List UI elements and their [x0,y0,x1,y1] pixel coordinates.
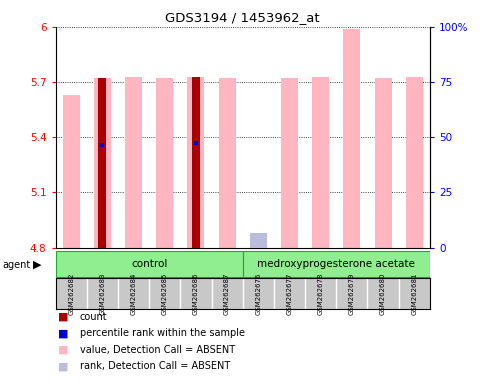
Text: GSM262681: GSM262681 [411,273,417,315]
Bar [281,78,298,248]
Text: GSM262677: GSM262677 [286,273,293,315]
Text: GSM262683: GSM262683 [99,273,105,315]
Text: GSM262680: GSM262680 [380,273,386,315]
Bar [312,76,329,248]
Text: ■: ■ [58,312,69,322]
Text: medroxyprogesterone acetate: medroxyprogesterone acetate [257,259,415,269]
Text: ▶: ▶ [33,260,42,270]
Text: count: count [80,312,107,322]
Bar [343,29,360,248]
Text: control: control [131,259,167,269]
Text: ■: ■ [58,345,69,355]
Text: percentile rank within the sample: percentile rank within the sample [80,328,245,338]
Title: GDS3194 / 1453962_at: GDS3194 / 1453962_at [165,11,320,24]
Text: agent: agent [2,260,30,270]
Bar [63,95,80,248]
Bar [218,78,236,248]
Text: ■: ■ [58,328,69,338]
Text: GSM262679: GSM262679 [349,273,355,315]
Text: GSM262682: GSM262682 [68,273,74,315]
Text: GSM262678: GSM262678 [318,273,324,315]
Bar [250,233,267,248]
Text: GSM262686: GSM262686 [193,273,199,315]
Bar [374,78,392,248]
Text: rank, Detection Call = ABSENT: rank, Detection Call = ABSENT [80,361,230,371]
Text: GSM262684: GSM262684 [130,273,137,315]
Bar [125,76,142,248]
Text: GSM262685: GSM262685 [162,273,168,315]
Bar [156,78,173,248]
Bar [56,251,242,277]
Text: value, Detection Call = ABSENT: value, Detection Call = ABSENT [80,345,235,355]
Bar [187,76,204,248]
Bar [192,76,200,248]
Text: ■: ■ [58,361,69,371]
Text: GSM262676: GSM262676 [256,273,261,315]
Bar [94,78,111,248]
Bar [406,76,423,248]
Text: GSM262687: GSM262687 [224,273,230,315]
Bar [99,78,106,248]
Bar [250,233,267,248]
Bar [242,251,430,277]
